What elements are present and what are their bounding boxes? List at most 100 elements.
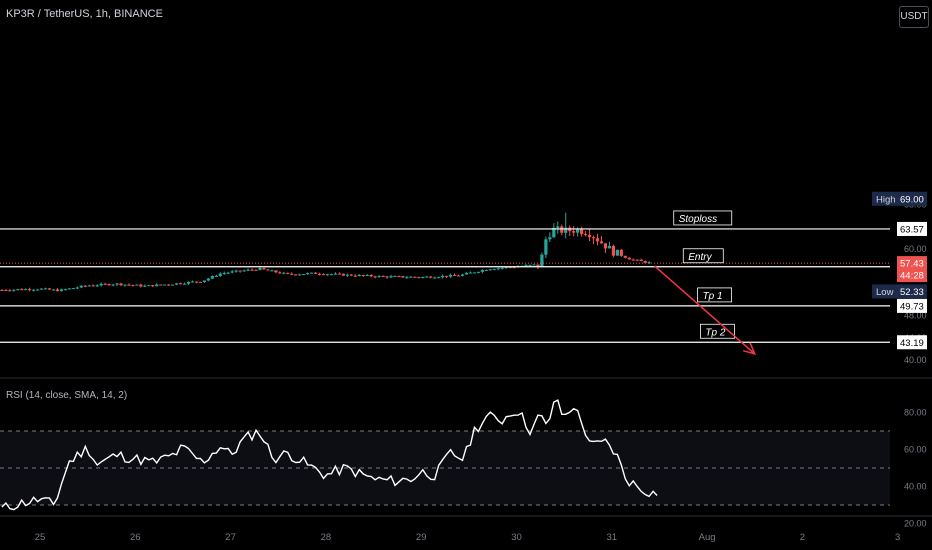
candle-body bbox=[290, 273, 294, 275]
candle-body bbox=[43, 288, 48, 290]
low-tag bbox=[872, 284, 927, 299]
candle-body bbox=[254, 269, 258, 271]
candle-body bbox=[206, 278, 210, 281]
candle-body bbox=[151, 285, 155, 287]
candle-body bbox=[242, 270, 246, 272]
candle-body bbox=[230, 271, 234, 273]
candle-body bbox=[178, 283, 183, 285]
time-tick-label: Aug bbox=[699, 532, 716, 543]
candle-body bbox=[397, 276, 401, 278]
rsi-title: RSI (14, close, SMA, 14, 2) bbox=[6, 390, 128, 401]
candle-body bbox=[115, 283, 119, 285]
candle-body bbox=[278, 272, 282, 274]
low-label: Low bbox=[876, 287, 894, 298]
candle-body bbox=[329, 274, 334, 276]
candle-body bbox=[123, 284, 127, 286]
candle-body bbox=[47, 288, 52, 290]
candle-body bbox=[548, 237, 552, 240]
price-tick-label: 48.00 bbox=[904, 311, 927, 321]
candle-body bbox=[32, 289, 36, 291]
candle-body bbox=[532, 264, 536, 266]
candle-body bbox=[321, 274, 326, 276]
candle-body bbox=[429, 276, 433, 278]
price-tick-label: 40.00 bbox=[904, 355, 927, 365]
candle-body bbox=[389, 276, 393, 278]
candle-body bbox=[234, 270, 238, 272]
time-tick-label: 27 bbox=[225, 532, 236, 543]
candle-body bbox=[194, 281, 199, 283]
level-axis-tag bbox=[897, 298, 927, 313]
level-axis-value: 43.19 bbox=[900, 338, 924, 349]
level-name-label: Tp 1 bbox=[703, 291, 723, 302]
candle-body bbox=[417, 277, 421, 279]
candle-body bbox=[36, 289, 40, 291]
candle-body bbox=[544, 239, 548, 255]
candle-body bbox=[556, 226, 560, 228]
candle-body bbox=[452, 274, 457, 276]
candle-body bbox=[393, 276, 397, 278]
candle-body bbox=[95, 285, 99, 287]
time-tick-label: 25 bbox=[35, 532, 46, 543]
candle-body bbox=[373, 276, 377, 278]
candle-body bbox=[437, 277, 441, 279]
candle-body bbox=[353, 275, 357, 277]
candle-body bbox=[464, 272, 469, 275]
candle-body bbox=[266, 269, 270, 271]
candle-body bbox=[587, 234, 592, 238]
candle-body bbox=[413, 276, 417, 278]
candle-body bbox=[214, 275, 218, 277]
candle-body bbox=[4, 289, 8, 291]
level-axis-value: 49.73 bbox=[900, 301, 924, 312]
candle-body bbox=[409, 276, 413, 278]
candle-body bbox=[12, 289, 16, 291]
level-axis-tag bbox=[897, 335, 927, 350]
candle-body bbox=[16, 289, 20, 291]
candle-body bbox=[385, 276, 389, 278]
candle-body bbox=[456, 275, 461, 277]
current-price-value: 57.43 bbox=[900, 259, 924, 270]
high-tag bbox=[872, 191, 927, 206]
rsi-band-fill bbox=[0, 431, 890, 505]
candle-body bbox=[302, 274, 306, 276]
candle-body bbox=[552, 227, 556, 238]
candle-body bbox=[448, 274, 453, 277]
candle-body bbox=[262, 268, 266, 270]
candle-body bbox=[325, 274, 330, 276]
candle-body bbox=[238, 270, 242, 272]
level-name-label: Entry bbox=[688, 252, 712, 263]
candle-body bbox=[599, 241, 604, 244]
candle-body bbox=[274, 270, 278, 273]
candle-body bbox=[361, 274, 365, 276]
candle-body bbox=[583, 234, 588, 236]
candle-body bbox=[24, 289, 28, 291]
candle-body bbox=[333, 273, 338, 275]
candle-body bbox=[143, 285, 147, 287]
candle-body bbox=[226, 272, 230, 274]
candle-body bbox=[20, 289, 24, 291]
candle-body bbox=[635, 259, 639, 261]
candle-body bbox=[87, 285, 91, 287]
candle-body bbox=[218, 273, 222, 276]
candle-body bbox=[75, 287, 79, 289]
candle-body bbox=[250, 269, 254, 271]
high-value: 69.00 bbox=[900, 194, 924, 205]
candle-body bbox=[468, 272, 473, 274]
candle-body bbox=[377, 275, 381, 277]
candle-body bbox=[67, 288, 71, 290]
currency-button[interactable]: USDT bbox=[899, 6, 929, 28]
low-value: 52.33 bbox=[900, 287, 924, 298]
candle-body bbox=[580, 229, 584, 235]
candle-body bbox=[182, 283, 187, 285]
candle-body bbox=[270, 270, 274, 272]
level-name-label: Stoploss bbox=[679, 214, 717, 225]
candle-body bbox=[540, 254, 544, 267]
candle-body bbox=[163, 284, 167, 286]
candle-body bbox=[8, 290, 12, 292]
candle-body bbox=[460, 274, 465, 276]
candle-body bbox=[524, 265, 528, 267]
candle-body bbox=[313, 272, 318, 274]
candle-body bbox=[167, 284, 171, 286]
candle-body bbox=[647, 262, 651, 264]
candle-body bbox=[79, 285, 83, 288]
